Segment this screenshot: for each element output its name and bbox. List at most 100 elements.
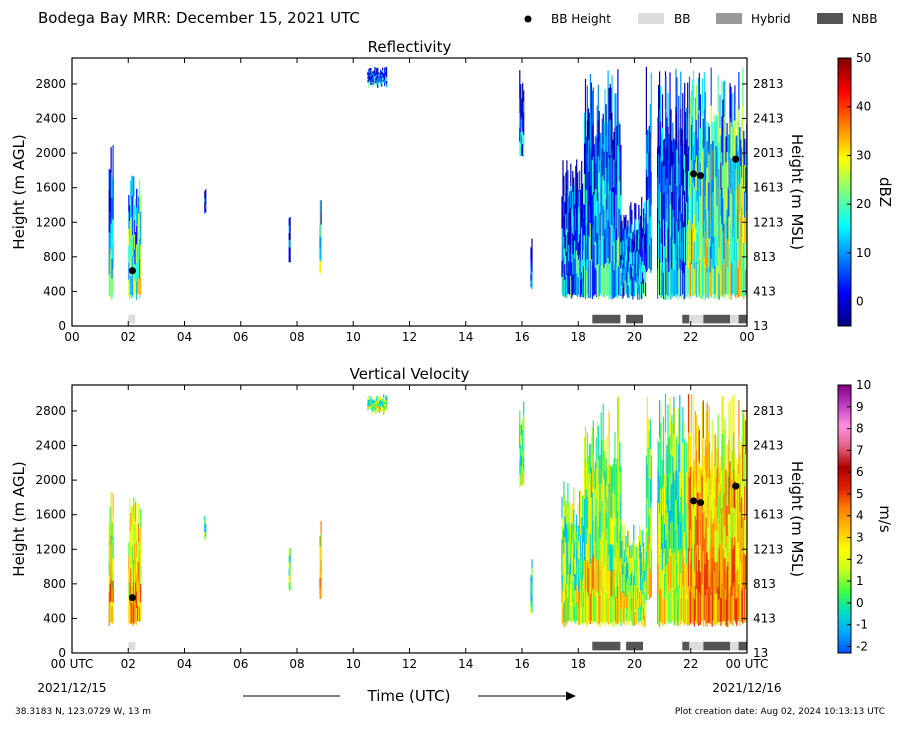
echo-cell [694, 130, 696, 164]
echo-cell [607, 258, 609, 296]
echo-cell [599, 538, 601, 567]
x-tick-label: 20 [627, 330, 642, 344]
echo-cell [673, 164, 675, 191]
echo-cell [128, 569, 130, 584]
echo-cell [591, 460, 593, 493]
echo-cell [644, 233, 646, 250]
echo-cell [381, 401, 383, 404]
echo-cell [731, 595, 733, 626]
echo-cell [659, 146, 661, 184]
y-tick-label: 0 [58, 646, 66, 660]
echo-cell [140, 195, 142, 212]
echo-cell [601, 206, 603, 236]
echo-cell [706, 552, 708, 590]
echo-cell [690, 194, 693, 230]
echo-cell [630, 233, 632, 249]
echo-cell [370, 404, 372, 407]
echo-cell [136, 524, 138, 541]
echo-cell [674, 407, 676, 444]
echo-cell [634, 598, 636, 612]
echo-cell [725, 495, 727, 522]
echo-cell [376, 68, 378, 72]
echo-cell [622, 564, 624, 579]
echo-cell [369, 74, 371, 78]
echo-cell [683, 555, 685, 590]
echo-cell [691, 544, 694, 571]
echo-cell [688, 224, 691, 262]
echo-cell [110, 147, 112, 173]
echo-cell [722, 471, 724, 510]
echo-cell [645, 606, 647, 622]
echo-cell [702, 266, 704, 296]
echo-cell [320, 534, 322, 547]
echo-cell [631, 224, 633, 239]
echo-cell [733, 194, 735, 228]
echo-cell [606, 528, 608, 560]
echo-cell [707, 123, 709, 153]
echo-cell [710, 452, 712, 481]
echo-cell [621, 260, 623, 274]
echo-cell [701, 439, 703, 476]
echo-cell [128, 262, 130, 280]
echo-cell [386, 80, 388, 85]
echo-cell [568, 581, 570, 601]
echo-cell [571, 583, 573, 603]
echo-cell [110, 557, 112, 580]
echo-cell [663, 498, 666, 524]
echo-cell [131, 525, 133, 545]
echo-cell [383, 81, 385, 83]
echo-cell [374, 69, 376, 72]
echo-cell [379, 81, 381, 83]
echo-cell [369, 407, 371, 409]
echo-cell [109, 254, 111, 276]
echo-cell [139, 199, 141, 220]
echo-cell [716, 265, 718, 296]
echo-cell [597, 593, 599, 627]
echo-cell [636, 251, 638, 263]
echo-cell [703, 183, 705, 221]
echo-cell [576, 273, 578, 296]
echo-cell [530, 274, 532, 281]
echo-cell [687, 548, 690, 587]
echo-cell [715, 565, 717, 595]
echo-cell [705, 209, 707, 239]
echo-cell [566, 604, 568, 625]
echo-cell [574, 541, 576, 558]
echo-cell [686, 442, 688, 473]
echo-cell [568, 502, 570, 523]
echo-cell [715, 268, 717, 300]
echo-cell [687, 509, 690, 549]
echo-cell [519, 423, 521, 436]
echo-cell [685, 598, 687, 624]
echo-cell [704, 196, 706, 231]
echo-cell [369, 403, 371, 405]
echo-cell [680, 71, 682, 109]
echo-cell [619, 152, 621, 181]
echo-cell [583, 436, 586, 468]
echo-cell [710, 509, 712, 539]
echo-cell [650, 526, 652, 550]
echo-cell [382, 406, 384, 409]
echo-cell [374, 407, 376, 410]
echo-cell [599, 213, 601, 241]
echo-cell [733, 261, 735, 296]
echo-cell [594, 241, 596, 268]
echo-cell [613, 541, 615, 570]
echo-cell [633, 558, 635, 576]
echo-cell [624, 242, 626, 256]
echo-cell [579, 580, 581, 603]
echo-cell [643, 265, 645, 280]
echo-cell [740, 591, 742, 622]
echo-cell [610, 544, 612, 571]
echo-cell [374, 76, 376, 80]
echo-cell [139, 607, 141, 622]
echo-cell [382, 400, 384, 403]
echo-cell [731, 93, 733, 127]
echo-cell [710, 258, 712, 297]
echo-cell [673, 243, 675, 270]
echo-cell [669, 397, 671, 436]
echo-cell [660, 188, 663, 216]
echo-cell [135, 521, 137, 542]
echo-cell [561, 196, 563, 213]
echo-cell [205, 193, 207, 197]
